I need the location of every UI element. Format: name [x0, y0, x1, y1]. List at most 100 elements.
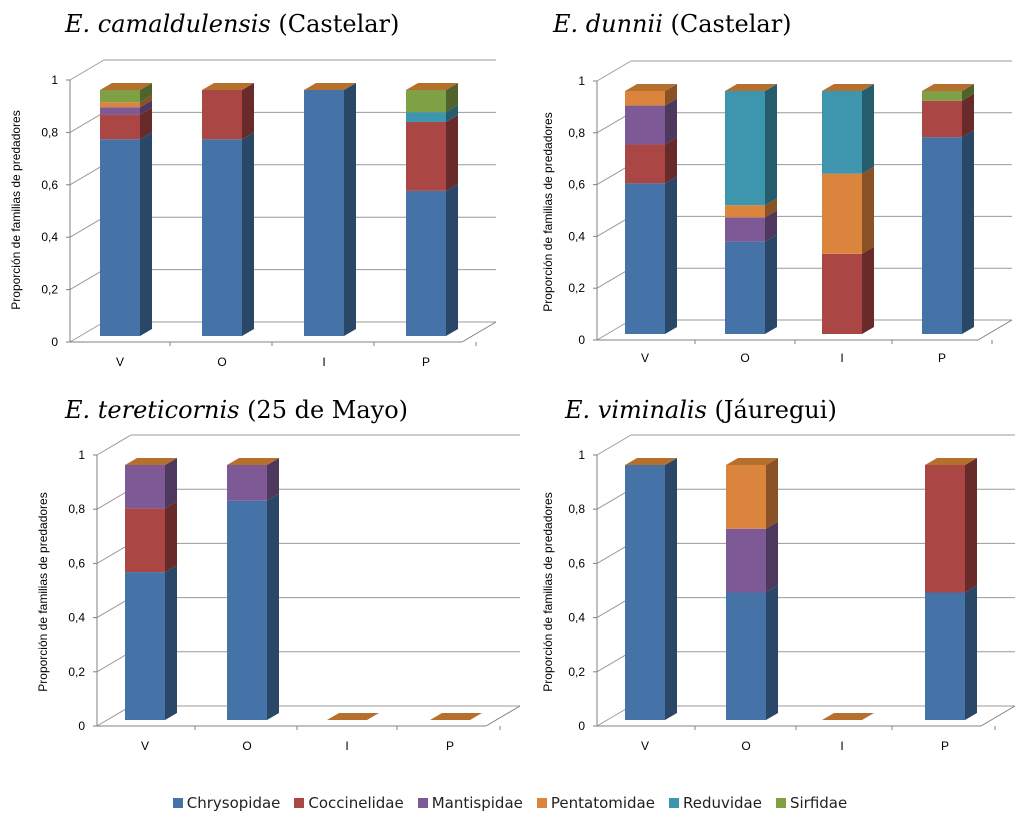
- bar-top: [922, 84, 974, 91]
- y-tick-label: 0,6: [568, 178, 585, 192]
- legend: Chrysopidae Coccinelidae Mantispidae Pentat…: [0, 794, 1020, 812]
- bar-side-coccinelidae: [242, 83, 254, 140]
- legend-item: Sirfidae: [775, 794, 847, 812]
- bar-side-coccinelidae: [665, 137, 677, 184]
- bar-side-mantispidae: [165, 458, 177, 509]
- y-axis-label: Proporción de familias de predadores: [541, 492, 555, 691]
- bar-segment-coccinelidae: [406, 121, 446, 191]
- bar-side-pentatomidae: [862, 166, 874, 254]
- bar-side-coccinelidae: [862, 246, 874, 334]
- bar-segment-chrysopidae: [406, 190, 446, 336]
- gridline-diag: [69, 269, 105, 291]
- bar-side-pentatomidae: [140, 95, 152, 108]
- y-tick-label: 0: [578, 333, 585, 347]
- bar-segment-sirfidae: [406, 90, 446, 113]
- bar-side-coccinelidae: [140, 107, 152, 140]
- bar-side-chrysopidae: [962, 130, 974, 334]
- y-axis-label: Proporción de familias de predadores: [541, 112, 555, 311]
- bar-segment-coccinelidae: [922, 100, 962, 138]
- bar-side-chrysopidae: [965, 585, 977, 720]
- y-tick-label: 0,6: [41, 178, 58, 192]
- x-tick-label: I: [840, 351, 843, 365]
- y-tick-label: 0,8: [68, 502, 85, 516]
- x-tick-label: O: [217, 355, 226, 369]
- bar-top: [227, 458, 279, 465]
- x-tick-label: V: [141, 739, 149, 753]
- bar-segment-chrysopidae: [625, 465, 665, 720]
- bar-side-sirfidae: [962, 84, 974, 101]
- bar-segment-chrysopidae: [202, 139, 242, 336]
- chart-title-species: E. tereticornis: [64, 396, 239, 424]
- bar-top: [726, 458, 778, 465]
- y-axis-label: Proporción de familias de predadores: [9, 110, 23, 309]
- bar-side-mantispidae: [766, 521, 778, 593]
- bar-side-pentatomidae: [665, 84, 677, 106]
- chart-title-site: (Jáuregui): [707, 396, 837, 424]
- legend-swatch: [294, 798, 305, 808]
- bar-side-coccinelidae: [165, 501, 177, 573]
- x-tick-label: O: [741, 739, 750, 753]
- legend-label: Coccinelidae: [308, 794, 404, 812]
- y-tick-label: 0,4: [68, 611, 85, 625]
- chart-title-site: (Castelar): [271, 10, 400, 38]
- legend-item: Pentatomidae: [536, 794, 655, 812]
- bar-side-reduvidae: [446, 105, 458, 122]
- bar-side-mantispidae: [765, 210, 777, 242]
- bar-segment-chrysopidae: [726, 592, 766, 720]
- gridline-diag: [69, 321, 105, 343]
- y-tick-label: 0,4: [568, 611, 585, 625]
- gridline-diag: [96, 434, 132, 456]
- bar-side-chrysopidae: [766, 585, 778, 720]
- legend-swatch: [536, 798, 547, 808]
- y-tick-label: 0: [78, 719, 85, 733]
- floor-edge: [980, 705, 1016, 727]
- y-tick-label: 1: [78, 448, 85, 462]
- bar-segment-coccinelidae: [202, 90, 242, 140]
- x-tick-label: P: [422, 355, 430, 369]
- legend-label: Pentatomidae: [550, 794, 655, 812]
- x-tick-label: P: [941, 739, 949, 753]
- bar-side-chrysopidae: [446, 183, 458, 336]
- bar-segment-chrysopidae: [625, 183, 665, 334]
- bar-side-mantispidae: [267, 458, 279, 501]
- bar-top: [406, 83, 458, 90]
- bar-side-coccinelidae: [446, 114, 458, 191]
- bar-segment-reduvidae: [406, 112, 446, 122]
- legend-label: Chrysopidae: [186, 794, 281, 812]
- chart-title-site: (Castelar): [663, 10, 792, 38]
- x-tick-label: O: [740, 351, 749, 365]
- chart-title-species: E. camaldulensis: [64, 10, 271, 38]
- bar-side-pentatomidae: [765, 198, 777, 218]
- bar-side-coccinelidae: [962, 93, 974, 138]
- y-tick-label: 0,6: [568, 556, 585, 570]
- chart-title-site: (25 de Mayo): [239, 396, 408, 424]
- bar-segment-mantispidae: [726, 528, 766, 593]
- gridline-diag: [69, 59, 105, 81]
- bar-side-chrysopidae: [165, 565, 177, 720]
- x-tick-label: I: [322, 355, 325, 369]
- bar-top: [725, 84, 777, 91]
- bar-empty-marker: [822, 713, 874, 720]
- bar-segment-chrysopidae: [227, 500, 267, 720]
- legend-swatch: [172, 798, 183, 808]
- x-tick-label: V: [641, 739, 649, 753]
- bar-segment-reduvidae: [822, 91, 862, 174]
- x-tick-label: V: [116, 355, 124, 369]
- bar-segment-pentatomidae: [822, 173, 862, 254]
- bar-top: [125, 458, 177, 465]
- bar-segment-mantispidae: [100, 107, 140, 115]
- legend-item: Coccinelidae: [294, 794, 404, 812]
- y-tick-label: 0,4: [568, 229, 585, 243]
- x-tick-label: O: [242, 739, 251, 753]
- bar-segment-coccinelidae: [625, 144, 665, 184]
- legend-label: Reduvidae: [682, 794, 762, 812]
- gridline-diag: [596, 60, 632, 82]
- bar-segment-mantispidae: [725, 217, 765, 242]
- bar-segment-coccinelidae: [822, 253, 862, 334]
- y-tick-label: 0,2: [41, 283, 58, 297]
- y-tick-label: 0,6: [68, 556, 85, 570]
- y-tick-label: 0,2: [568, 665, 585, 679]
- bar-segment-pentatomidae: [725, 205, 765, 218]
- gridline-diag: [596, 434, 632, 456]
- legend-swatch: [668, 798, 679, 808]
